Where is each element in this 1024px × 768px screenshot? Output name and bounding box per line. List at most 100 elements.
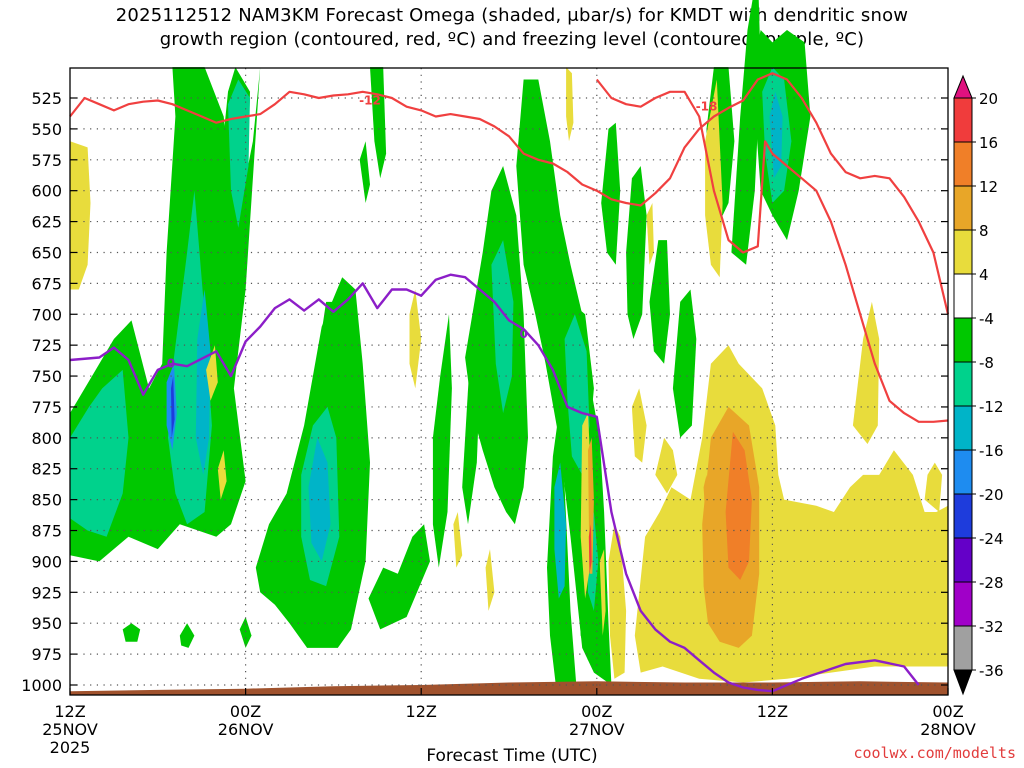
omega-region-59 [588, 524, 592, 574]
x-tick-label-0-0: 12Z [54, 702, 85, 721]
chart-title-line1: 2025112512 NAM3KM Forecast Omega (shaded… [115, 5, 909, 26]
dgz-contour-upper [69, 72, 950, 315]
x-tick-label-36-0: 00Z [581, 702, 612, 721]
x-tick-label-24-0: 12Z [406, 702, 437, 721]
colorbar-segment-11 [953, 537, 973, 583]
omega-region-7 [195, 289, 211, 475]
x-tick-label-48-0: 12Z [757, 702, 788, 721]
omega-region-49 [608, 524, 627, 679]
chart-title-line2: growth region (contoured, red, ºC) and f… [159, 29, 865, 50]
y-tick-label-625: 625 [31, 213, 62, 232]
omega-shading [70, 0, 948, 685]
y-tick-label-550: 550 [31, 120, 62, 139]
omega-region-24 [485, 549, 495, 611]
y-tick-label-925: 925 [31, 583, 62, 602]
colorbar-segment-3 [953, 185, 973, 231]
y-tick-label-825: 825 [31, 460, 62, 479]
colorbar-label-6: -8 [979, 354, 994, 372]
contour-label-1: -12 [359, 93, 381, 107]
omega-region-38 [649, 240, 670, 364]
colorbar-segment-6 [953, 317, 973, 363]
colorbar-segment-9 [953, 449, 973, 495]
omega-region-27 [491, 240, 514, 414]
colorbar-label-1: 16 [979, 134, 998, 152]
y-tick-label-875: 875 [31, 522, 62, 541]
colorbar-label-5: -4 [979, 310, 994, 328]
omega-region-45 [566, 67, 574, 142]
colorbar-segment-1 [953, 97, 973, 143]
y-tick-label-800: 800 [31, 429, 62, 448]
plot-frame [69, 67, 949, 696]
omega-region-61 [936, 536, 948, 599]
y-tick-label-600: 600 [31, 182, 62, 201]
omega-region-36 [601, 122, 621, 265]
colorbar-label-9: -20 [979, 486, 1004, 504]
omega-region-19 [239, 617, 252, 648]
dgz-contour-lower [595, 78, 949, 423]
colorbar-label-11: -28 [979, 574, 1004, 592]
omega-region-46 [705, 79, 723, 278]
y-tick-label-975: 975 [31, 645, 62, 664]
contour-label-4: 0 [519, 327, 527, 341]
omega-region-22 [217, 450, 227, 500]
colorbar-label-3: 8 [979, 222, 989, 240]
colorbar-label-10: -24 [979, 530, 1004, 548]
y-tick-label-725: 725 [31, 336, 62, 355]
contour-label-2: -18 [696, 100, 718, 114]
colorbar-label-0: 20 [979, 90, 998, 108]
omega-region-18 [122, 623, 141, 642]
omega-region-17 [179, 623, 195, 648]
x-tick-label-60-0: 00Z [932, 702, 963, 721]
omega-region-35 [432, 314, 452, 568]
y-tick-label-950: 950 [31, 614, 62, 633]
colorbar-label-13: -36 [979, 662, 1004, 680]
omega-region-14 [368, 524, 430, 630]
colorbar-segment-8 [953, 405, 973, 451]
y-tick-label-525: 525 [31, 89, 62, 108]
freezing-level-contour [69, 273, 920, 693]
omega-region-37 [626, 166, 647, 339]
contour-label-3: 0 [167, 357, 175, 371]
omega-region-39 [672, 289, 697, 438]
colorbar-segment-7 [953, 361, 973, 407]
x-tick-label-60-1: 28NOV [920, 720, 976, 739]
omega-region-53 [725, 431, 752, 580]
x-tick-label-12-0: 00Z [230, 702, 261, 721]
omega-region-51 [655, 437, 678, 494]
colorbar-label-7: -12 [979, 398, 1004, 416]
ground-surface [70, 681, 948, 695]
colorbar-segment-12 [953, 581, 973, 627]
omega-region-54 [703, 474, 711, 537]
omega-region-5 [70, 369, 129, 537]
colorbar-segment-13 [953, 625, 973, 671]
credit-link[interactable]: coolwx.com/modelts [853, 744, 1016, 762]
colorbar-segment-2 [953, 141, 973, 187]
omega-region-55 [852, 301, 880, 444]
omega-region-16 [359, 141, 370, 203]
colorbar-segment-4 [953, 229, 973, 275]
y-tick-label-1000: 1000 [21, 676, 62, 695]
x-axis-title: Forecast Time (UTC) [426, 746, 598, 766]
colorbar-label-12: -32 [979, 618, 1004, 636]
omega-region-44 [769, 91, 783, 179]
colorbar-segment-10 [953, 493, 973, 539]
x-tick-label-0-2: 2025 [50, 738, 91, 757]
omega-region-48 [631, 388, 647, 463]
colorbar-label-4: 4 [979, 266, 989, 284]
y-tick-label-700: 700 [31, 305, 62, 324]
y-tick-label-575: 575 [31, 151, 62, 170]
axes: 525 550 575 600 625 650 675 700 725 750 775 800 825 8… [21, 67, 976, 757]
omega-region-60 [599, 549, 606, 636]
y-tick-label-775: 775 [31, 398, 62, 417]
y-tick-label-650: 650 [31, 243, 62, 262]
colorbar-arrow-bottom [953, 669, 973, 696]
x-tick-label-0-1: 25NOV [42, 720, 98, 739]
omega-region-47 [646, 203, 654, 265]
colorbar: 20 16 12 8 4 -4 -8 -12 -16 -20 -24 -28 -32 -36 [953, 74, 1004, 696]
y-tick-label-675: 675 [31, 274, 62, 293]
colorbar-label-8: -16 [979, 442, 1004, 460]
plot-area: -12 -18 0 0 [69, 0, 950, 695]
omega-region-56 [924, 462, 943, 512]
colorbar-label-2: 12 [979, 178, 998, 196]
